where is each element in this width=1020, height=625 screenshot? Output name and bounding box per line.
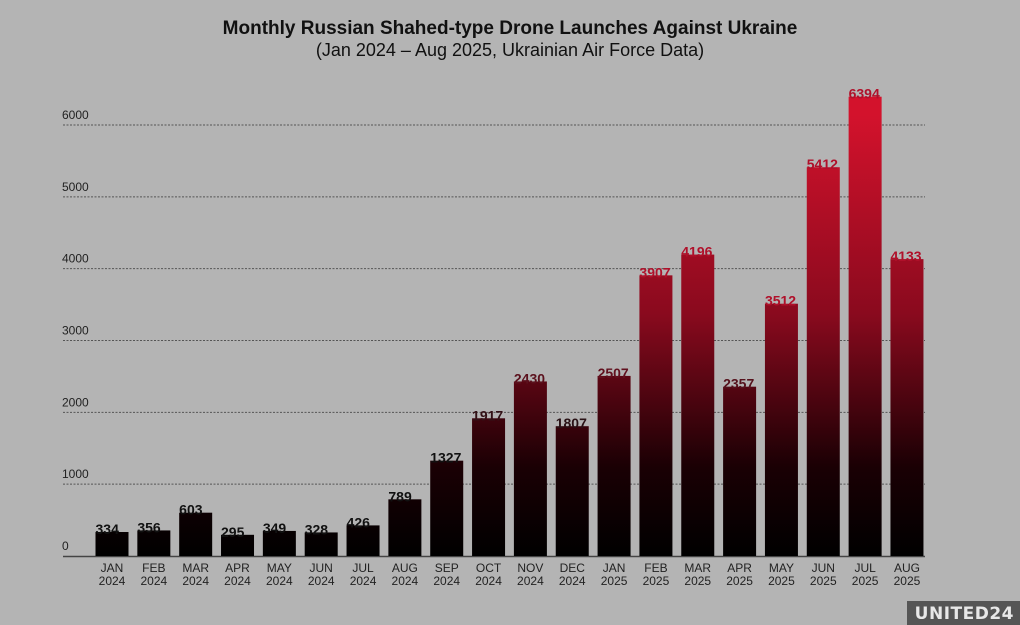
x-tick-label-year: 2024 xyxy=(266,574,293,588)
x-tick-label: MAY xyxy=(769,561,794,575)
x-tick-label: JAN xyxy=(101,561,124,575)
x-tick-label-year: 2024 xyxy=(350,574,377,588)
data-label: 5412 xyxy=(807,156,838,172)
bar xyxy=(723,386,757,556)
bar xyxy=(472,418,506,556)
x-tick-label: AUG xyxy=(894,561,920,575)
bar xyxy=(430,460,464,556)
x-tick-label-year: 2024 xyxy=(475,574,502,588)
data-label: 1917 xyxy=(472,407,503,423)
x-tick-label-year: 2024 xyxy=(182,574,209,588)
x-tick-label: JUN xyxy=(812,561,835,575)
bar xyxy=(764,303,798,556)
bar xyxy=(848,96,882,557)
y-tick-label: 6000 xyxy=(62,108,89,122)
x-tick-label-year: 2024 xyxy=(99,574,126,588)
chart-title: Monthly Russian Shahed-type Drone Launch… xyxy=(222,18,798,39)
data-label: 3512 xyxy=(765,293,796,309)
bar xyxy=(513,381,547,556)
data-label: 349 xyxy=(263,520,287,536)
data-label: 6394 xyxy=(849,86,880,102)
x-tick-label: APR xyxy=(225,561,250,575)
bar xyxy=(890,259,924,556)
data-label: 2430 xyxy=(514,370,545,386)
bar xyxy=(95,532,129,556)
x-tick-label-year: 2024 xyxy=(559,574,586,588)
x-tick-label-year: 2024 xyxy=(140,574,167,588)
x-tick-label: FEB xyxy=(142,561,165,575)
x-tick-label: JUL xyxy=(352,561,374,575)
data-label: 426 xyxy=(347,514,371,530)
x-tick-label: DEC xyxy=(560,561,586,575)
x-tick-label: AUG xyxy=(392,561,418,575)
x-tick-label: MAR xyxy=(182,561,209,575)
y-tick-label: 0 xyxy=(62,539,69,553)
x-tick-label: APR xyxy=(727,561,752,575)
x-tick-label-year: 2025 xyxy=(894,574,921,588)
data-label: 356 xyxy=(137,519,161,535)
x-tick-label-year: 2024 xyxy=(517,574,544,588)
bar xyxy=(179,512,213,556)
x-tick-label: MAY xyxy=(267,561,292,575)
data-label: 789 xyxy=(388,488,412,504)
data-label: 1327 xyxy=(430,450,461,466)
bar xyxy=(388,499,422,556)
bar xyxy=(639,275,673,556)
x-tick-label-year: 2025 xyxy=(768,574,795,588)
x-tick-label: FEB xyxy=(644,561,667,575)
data-label: 1807 xyxy=(556,415,587,431)
x-tick-label: MAR xyxy=(684,561,711,575)
y-tick-label: 2000 xyxy=(62,395,89,409)
x-tick-label-year: 2025 xyxy=(601,574,628,588)
data-label: 3907 xyxy=(639,264,670,280)
x-tick-label-year: 2024 xyxy=(392,574,419,588)
bar xyxy=(221,534,255,556)
bar xyxy=(597,375,631,556)
data-label: 334 xyxy=(96,521,120,537)
data-label: 4196 xyxy=(681,244,712,260)
x-tick-label-year: 2025 xyxy=(726,574,753,588)
y-tick-label: 1000 xyxy=(62,467,89,481)
y-tick-label: 3000 xyxy=(62,324,89,338)
x-tick-label-year: 2024 xyxy=(433,574,460,588)
x-tick-label-year: 2025 xyxy=(684,574,711,588)
united24-logo: UNITED24 xyxy=(906,601,1020,625)
data-label: 295 xyxy=(221,524,245,540)
x-tick-label: NOV xyxy=(517,561,543,575)
bar xyxy=(304,532,338,556)
data-label: 2507 xyxy=(598,365,629,381)
data-label: 603 xyxy=(179,502,203,518)
x-tick-label: JUL xyxy=(854,561,876,575)
bar xyxy=(346,525,380,556)
x-tick-label: OCT xyxy=(476,561,502,575)
x-tick-label-year: 2024 xyxy=(308,574,335,588)
bar xyxy=(262,530,296,556)
x-tick-label-year: 2025 xyxy=(852,574,879,588)
y-tick-label: 4000 xyxy=(62,252,89,266)
bar xyxy=(806,167,840,556)
bar xyxy=(137,530,171,556)
x-tick-label-year: 2025 xyxy=(643,574,670,588)
x-tick-label-year: 2025 xyxy=(810,574,837,588)
x-tick-label-year: 2024 xyxy=(224,574,251,588)
y-tick-label: 5000 xyxy=(62,180,89,194)
data-label: 4133 xyxy=(890,248,921,264)
chart-subtitle: (Jan 2024 – Aug 2025, Ukrainian Air Forc… xyxy=(315,40,705,60)
x-tick-label: SEP xyxy=(435,561,459,575)
x-tick-label: JAN xyxy=(603,561,626,575)
data-label: 2357 xyxy=(723,376,754,392)
x-tick-label: JUN xyxy=(310,561,333,575)
bar xyxy=(681,254,715,556)
bar xyxy=(555,426,589,556)
data-label: 328 xyxy=(305,521,329,537)
